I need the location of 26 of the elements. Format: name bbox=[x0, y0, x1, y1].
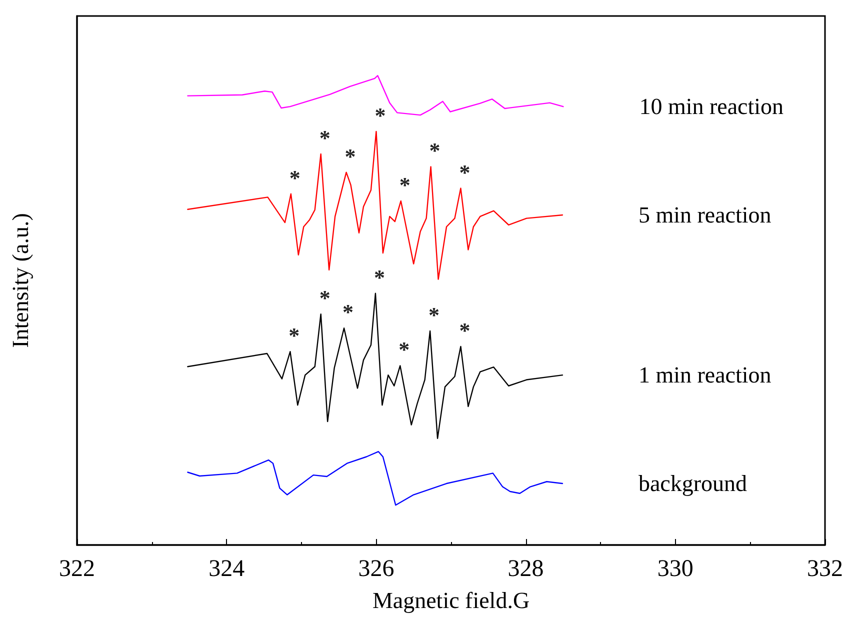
annotation: * bbox=[399, 172, 410, 198]
annotation: * bbox=[289, 165, 300, 190]
annotation: * bbox=[319, 286, 330, 311]
x-tick-label: 330 bbox=[657, 556, 694, 582]
annotation: * bbox=[459, 160, 470, 185]
annotation: * bbox=[319, 126, 330, 150]
annotation: * bbox=[374, 102, 386, 128]
x-tick-label: 326 bbox=[358, 556, 394, 582]
annotation: * bbox=[428, 302, 440, 328]
annotation: * bbox=[398, 337, 410, 362]
text: 5 min reaction bbox=[638, 202, 772, 228]
annotation: * bbox=[344, 144, 356, 169]
x-axis-title: Magnetic field.G bbox=[372, 588, 530, 613]
y-axis-title: Intensity (a.u.) bbox=[8, 213, 33, 348]
annotation: * bbox=[429, 138, 440, 164]
annotation: * bbox=[459, 318, 470, 343]
x-tick-label: 322 bbox=[59, 556, 95, 582]
annotation: * bbox=[288, 323, 300, 348]
annotation: * bbox=[374, 264, 385, 290]
text: 1 min reaction bbox=[638, 362, 772, 388]
text: background bbox=[638, 471, 748, 496]
x-tick-label: 332 bbox=[807, 556, 843, 582]
x-tick-label: 324 bbox=[208, 556, 245, 582]
x-tick-label: 328 bbox=[508, 556, 544, 582]
text: 10 min reaction bbox=[639, 94, 784, 120]
annotation: * bbox=[342, 300, 354, 325]
